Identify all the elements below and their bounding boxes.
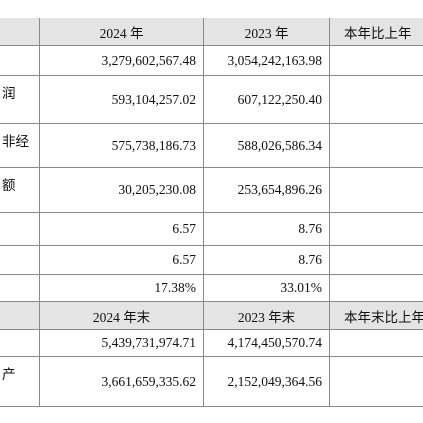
row-label: 非经 — [0, 124, 40, 168]
value-cell: 2,152,049,364.56 — [204, 357, 330, 407]
value-cell: 33.01% — [204, 275, 330, 302]
value-cell: 17.38% — [40, 275, 204, 302]
value-cell — [330, 330, 423, 357]
header-cell: 2024 年 — [40, 18, 204, 46]
row-label: 润 — [0, 76, 40, 124]
header-cell — [0, 302, 40, 330]
value-cell: 6.57 — [40, 213, 204, 246]
header-cell: 本年比上年 — [330, 18, 423, 46]
value-cell: 8.76 — [204, 246, 330, 275]
value-cell — [330, 76, 423, 124]
row-label — [0, 330, 40, 357]
value-cell: 607,122,250.40 — [204, 76, 330, 124]
value-cell: 3,661,659,335.62 — [40, 357, 204, 407]
value-cell: 253,654,896.26 — [204, 168, 330, 213]
value-cell — [330, 213, 423, 246]
value-cell — [330, 124, 423, 168]
value-cell: 6.57 — [40, 246, 204, 275]
value-cell: 5,439,731,974.71 — [40, 330, 204, 357]
value-cell: 8.76 — [204, 213, 330, 246]
header-cell: 2023 年 — [204, 18, 330, 46]
header-cell: 2024 年末 — [40, 302, 204, 330]
row-label — [0, 213, 40, 246]
row-label: 额 — [0, 168, 40, 213]
value-cell — [330, 168, 423, 213]
row-label — [0, 46, 40, 76]
header-cell — [0, 18, 40, 46]
value-cell: 3,279,602,567.48 — [40, 46, 204, 76]
row-label — [0, 246, 40, 275]
row-label: 产 — [0, 357, 40, 407]
value-cell: 3,054,242,163.98 — [204, 46, 330, 76]
table: 2024 年 2023 年本年比上年 3,279,602,567.48 3,054,2… — [0, 18, 423, 408]
value-cell: 30,205,230.08 — [40, 168, 204, 213]
value-cell — [330, 275, 423, 302]
value-cell: 593,104,257.02 — [40, 76, 204, 124]
value-cell — [330, 46, 423, 76]
value-cell — [330, 357, 423, 407]
row-label — [0, 275, 40, 302]
header-cell: 本年末比上年 — [330, 302, 423, 330]
value-cell — [330, 246, 423, 275]
value-cell: 588,026,586.34 — [204, 124, 330, 168]
header-cell: 2023 年末 — [204, 302, 330, 330]
value-cell: 4,174,450,570.74 — [204, 330, 330, 357]
value-cell: 575,738,186.73 — [40, 124, 204, 168]
